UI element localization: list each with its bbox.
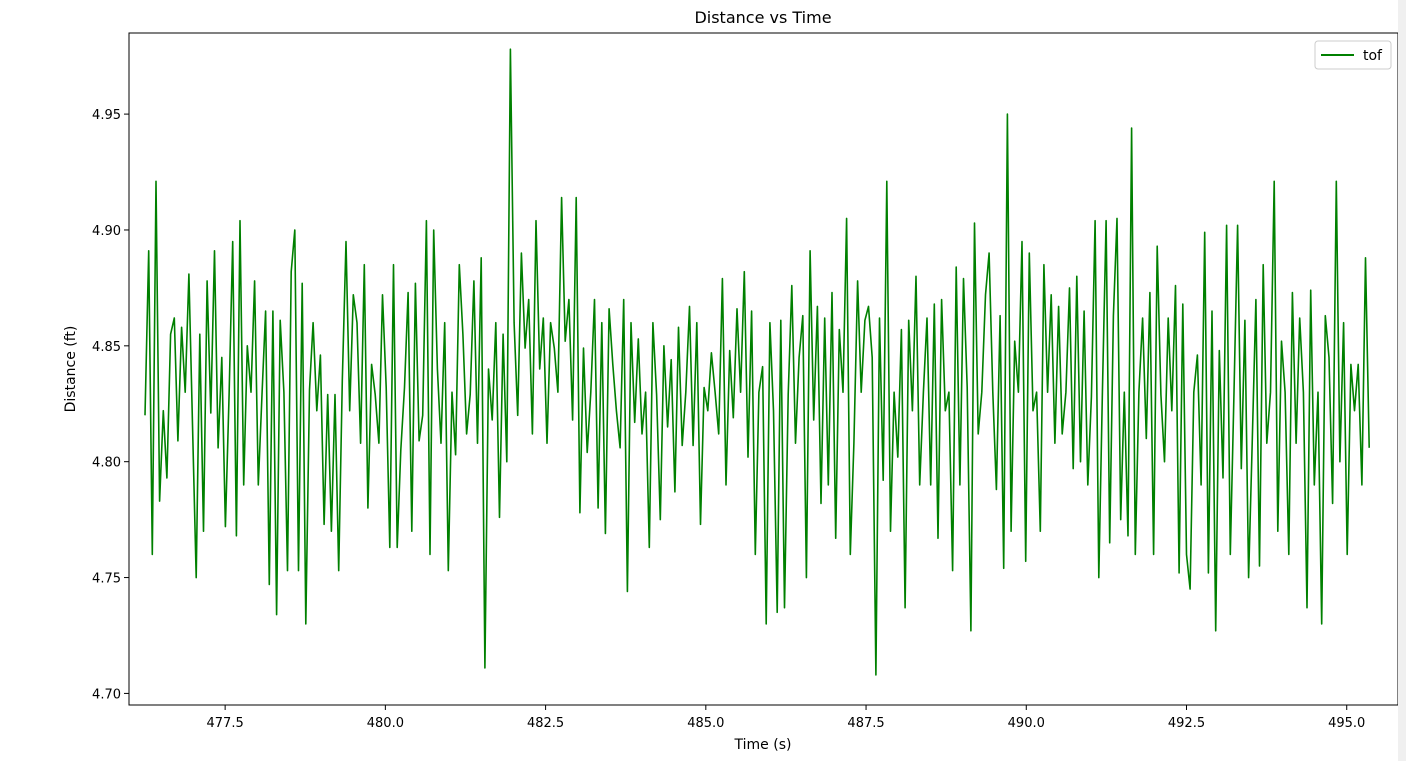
x-tick-label: 485.0 [687, 716, 724, 731]
x-tick-label: 477.5 [207, 716, 244, 731]
x-tick-label: 487.5 [847, 716, 884, 731]
plot-area [144, 48, 1370, 676]
y-axis-ticks: 4.70 4.75 4.80 4.85 4.90 4.95 [92, 108, 129, 702]
y-tick-label: 4.80 [92, 456, 121, 471]
y-tick-label: 4.90 [92, 224, 121, 239]
legend: tof [1314, 40, 1392, 70]
axes-frame [128, 32, 1398, 706]
y-tick-label: 4.95 [92, 108, 121, 123]
x-tick-label: 495.0 [1328, 716, 1365, 731]
y-tick-label: 4.70 [92, 687, 121, 702]
y-axis-label: Distance (ft) [63, 326, 79, 413]
x-axis-label: Time (s) [734, 737, 792, 753]
x-axis-ticks: 477.5 480.0 482.5 485.0 487.5 490.0 492.5 495.0 [207, 705, 1365, 731]
y-tick-label: 4.75 [92, 572, 121, 587]
legend-label: tof [1363, 48, 1383, 64]
vertical-scrollbar[interactable] [1398, 0, 1406, 761]
y-tick-label: 4.85 [92, 340, 121, 355]
x-tick-label: 482.5 [527, 716, 564, 731]
x-tick-label: 480.0 [367, 716, 404, 731]
chart-title: Distance vs Time [694, 8, 831, 27]
series-line-tof [144, 48, 1370, 676]
x-tick-label: 492.5 [1168, 716, 1205, 731]
x-tick-label: 490.0 [1008, 716, 1045, 731]
